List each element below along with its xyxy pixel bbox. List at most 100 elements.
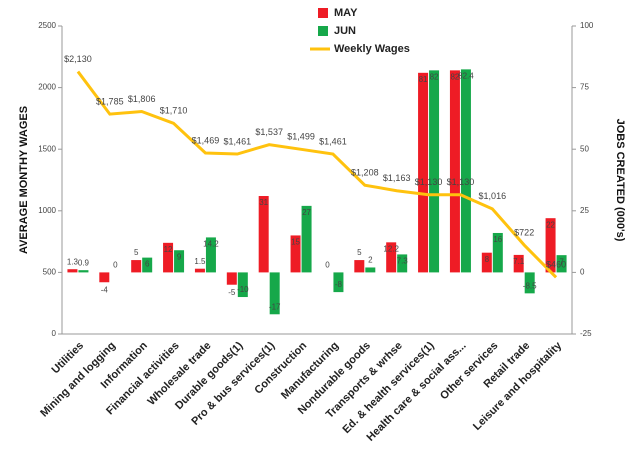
- y2-axis-title: JOBS CREATED (000's): [614, 119, 626, 242]
- bar: [492, 232, 503, 273]
- bar-label: 12: [164, 245, 173, 254]
- bar: [67, 269, 78, 273]
- bar: [174, 250, 185, 273]
- bar-label: 12.2: [383, 244, 399, 253]
- bar-label: 6: [145, 260, 150, 269]
- x-tick-label: Other services: [438, 340, 501, 403]
- bar: [513, 254, 524, 273]
- bar: [365, 267, 376, 273]
- bar-label: 1.5: [194, 257, 206, 266]
- line-label: $1,806: [128, 94, 156, 104]
- bar: [354, 260, 365, 273]
- bar-label: 5: [357, 248, 362, 257]
- bar: [556, 255, 567, 273]
- legend-label: JUN: [334, 25, 356, 37]
- y2-tick-label: 50: [580, 144, 589, 153]
- line-label: $1,461: [224, 136, 252, 146]
- bar-label: 0.9: [78, 258, 90, 267]
- bar: [524, 272, 535, 294]
- bar: [237, 272, 248, 298]
- bar-label: 2: [368, 256, 373, 265]
- bar-label: 0: [113, 261, 118, 270]
- bar-label: 7.1: [513, 257, 525, 266]
- bar-label: -4: [101, 285, 109, 294]
- bar: [194, 268, 205, 273]
- line: [76, 70, 558, 279]
- bar: [301, 205, 312, 273]
- y-tick-label: 2500: [38, 21, 56, 30]
- bar-label: 1.3: [67, 257, 79, 266]
- bar: [258, 196, 269, 273]
- line-label: $1,710: [160, 106, 188, 116]
- bar-label: 82: [450, 72, 459, 81]
- line-label: $1,130: [415, 177, 443, 187]
- bar: [460, 69, 471, 273]
- bar-label: 27: [302, 208, 311, 217]
- y2-tick-label: 25: [580, 206, 589, 215]
- y-tick-label: 1500: [38, 144, 56, 153]
- line-label: $460: [546, 260, 566, 270]
- bar: [545, 218, 556, 273]
- bar-label: 14.2: [203, 240, 219, 249]
- y-tick-label: 1000: [38, 206, 56, 215]
- bar-label: 0: [325, 261, 330, 270]
- bar: [290, 235, 301, 273]
- bar-label: -10: [237, 285, 249, 294]
- bar: [269, 272, 280, 315]
- bar: [397, 254, 408, 273]
- bar-label: 7.3: [397, 257, 409, 266]
- bar: [205, 237, 216, 273]
- y-tick-label: 0: [52, 329, 57, 338]
- bar-label: 15: [291, 238, 300, 247]
- y2-tick-label: 100: [580, 21, 594, 30]
- bar: [78, 270, 89, 273]
- y2-tick-label: 75: [580, 83, 589, 92]
- bar: [418, 72, 429, 273]
- bar: [481, 252, 492, 273]
- bar-label: 16: [493, 235, 502, 244]
- line-label: $1,785: [96, 96, 124, 106]
- y-tick-label: 500: [43, 268, 57, 277]
- bar-label: 8: [485, 255, 490, 264]
- y-tick-label: 2000: [38, 83, 56, 92]
- bar-label: 5: [134, 248, 139, 257]
- legend-label: MAY: [334, 7, 358, 19]
- bar-label: 22: [546, 220, 555, 229]
- bar-label: 31: [259, 198, 268, 207]
- bar: [131, 260, 142, 273]
- line-label: $1,499: [287, 132, 315, 142]
- bar-label: -5: [228, 288, 236, 297]
- y-axis-title: AVERAGE MONTHY WAGES: [18, 106, 30, 254]
- line-label: $1,130: [447, 177, 475, 187]
- bar-label: 7: [559, 257, 564, 266]
- legend-swatch: [318, 8, 328, 18]
- line-label: $1,537: [255, 127, 283, 137]
- line-label: $1,469: [192, 135, 220, 145]
- line-label: $2,130: [64, 54, 92, 64]
- bar: [386, 242, 397, 273]
- bar: [333, 272, 344, 293]
- bar: [163, 242, 174, 273]
- line-label: $1,163: [383, 173, 411, 183]
- bar-label: 82.4: [458, 71, 474, 80]
- line-label: $1,208: [351, 168, 379, 178]
- line-label: $1,461: [319, 136, 347, 146]
- bar: [429, 70, 440, 273]
- bar: [449, 70, 460, 273]
- bar-label: -17: [269, 302, 281, 311]
- y2-tick-label: -25: [580, 329, 592, 338]
- bar-label: -8.5: [523, 281, 537, 290]
- bar-label: 82: [430, 72, 439, 81]
- bar-label: 9: [177, 252, 182, 261]
- bar: [99, 272, 110, 283]
- bar-label: -8: [335, 280, 343, 289]
- bar-label: 81: [419, 75, 428, 84]
- line-label: $1,016: [479, 191, 507, 201]
- y2-tick-label: 0: [580, 268, 585, 277]
- x-tick-label: Manufacturing: [279, 340, 341, 402]
- line-label: $722: [514, 227, 534, 237]
- bar: [226, 272, 237, 285]
- legend-swatch: [318, 26, 328, 36]
- bar: [142, 257, 153, 273]
